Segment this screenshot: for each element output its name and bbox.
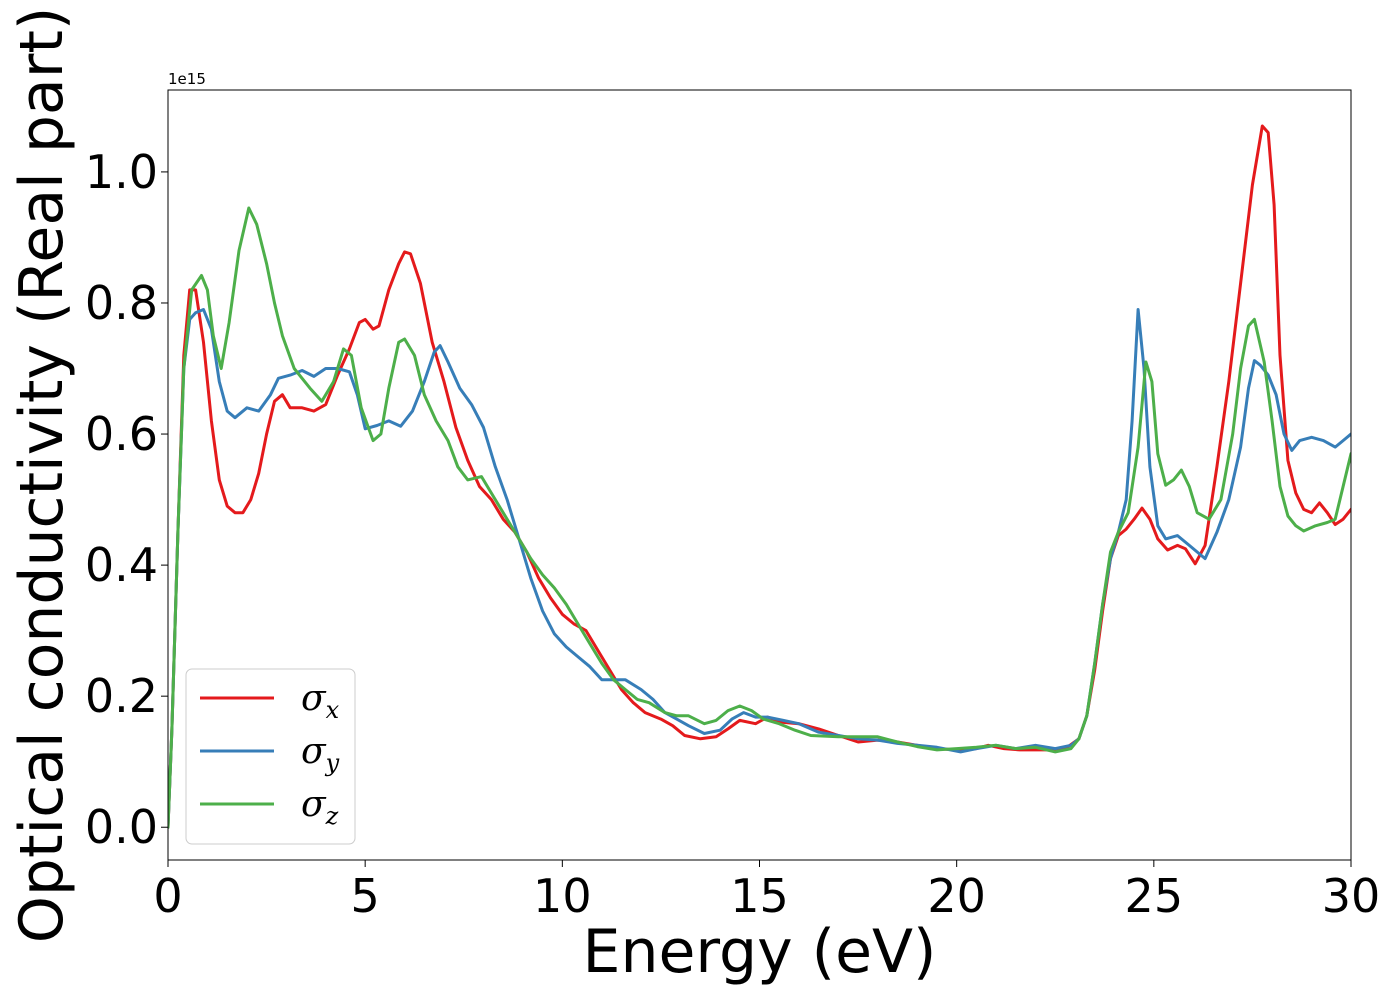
y-tick-label: 0.0	[85, 800, 158, 854]
legend-label-x: σx	[301, 678, 340, 724]
series-lines	[168, 124, 1351, 829]
series-line-x	[168, 124, 1351, 829]
x-tick-label: 30	[1322, 869, 1381, 923]
x-tick-label: 20	[927, 869, 986, 923]
y-tick-label: 0.4	[85, 538, 158, 592]
y-tick-label: 0.6	[85, 407, 158, 461]
x-tick-label: 0	[153, 869, 182, 923]
y-tick-label: 1.0	[85, 145, 158, 199]
x-tick-label: 5	[351, 869, 380, 923]
y-offset-text: 1e15	[168, 70, 206, 88]
y-tick-label: 0.8	[85, 276, 158, 330]
series-line-y	[168, 308, 1351, 829]
x-tick-label: 10	[533, 869, 592, 923]
x-axis-label: Energy (eV)	[583, 917, 937, 987]
axis-ticks: 0 5 10 15 20 25 30 0.0 0.2 0.4 0.6 0.8 1.0	[85, 145, 1380, 923]
series-line-z	[168, 206, 1351, 829]
y-tick-label: 0.2	[85, 669, 158, 723]
legend-box	[185, 668, 356, 845]
x-tick-label: 25	[1125, 869, 1184, 923]
y-axis-label: Optical conductivity (Real part)	[7, 7, 77, 944]
x-tick-label: 15	[730, 869, 789, 923]
